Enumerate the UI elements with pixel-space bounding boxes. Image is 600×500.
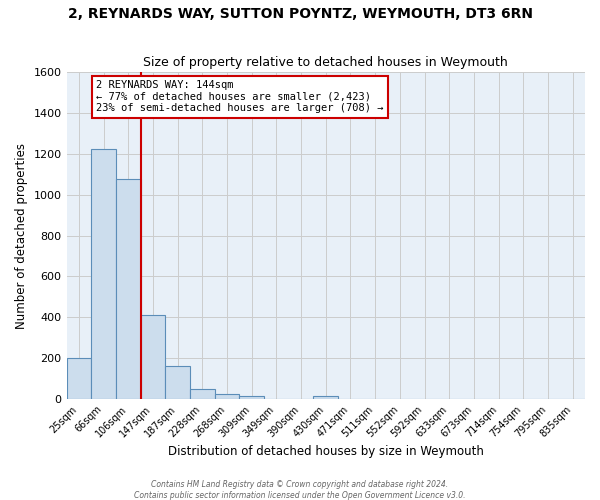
X-axis label: Distribution of detached houses by size in Weymouth: Distribution of detached houses by size … (168, 444, 484, 458)
Text: Contains HM Land Registry data © Crown copyright and database right 2024.
Contai: Contains HM Land Registry data © Crown c… (134, 480, 466, 500)
Bar (67, 358, 91, 399)
Bar (239, 396, 264, 399)
Bar (116, 180, 140, 399)
Bar (215, 394, 239, 399)
Y-axis label: Number of detached properties: Number of detached properties (15, 142, 28, 328)
Text: 2 REYNARDS WAY: 144sqm
← 77% of detached houses are smaller (2,423)
23% of semi-: 2 REYNARDS WAY: 144sqm ← 77% of detached… (96, 80, 383, 114)
Bar (190, 389, 215, 399)
Title: Size of property relative to detached houses in Weymouth: Size of property relative to detached ho… (143, 56, 508, 70)
Bar (91, 148, 116, 399)
Bar (140, 316, 165, 399)
Text: 2, REYNARDS WAY, SUTTON POYNTZ, WEYMOUTH, DT3 6RN: 2, REYNARDS WAY, SUTTON POYNTZ, WEYMOUTH… (67, 8, 533, 22)
Bar (313, 396, 338, 399)
Bar (165, 366, 190, 399)
